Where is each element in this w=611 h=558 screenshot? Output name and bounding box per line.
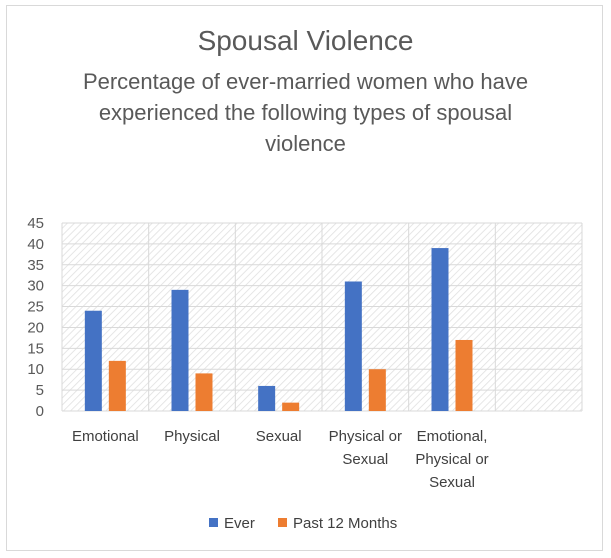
y-tick-label: 10 xyxy=(27,361,44,378)
y-tick-label: 25 xyxy=(27,299,44,316)
legend-label-past-12-months: Past 12 Months xyxy=(293,515,397,532)
x-category-label: Physical or xyxy=(415,451,488,468)
y-tick-label: 15 xyxy=(27,340,44,357)
chart-subtitle: Percentage of ever-married women who hav… xyxy=(82,69,529,156)
bar-past-12-months xyxy=(455,339,473,411)
x-category-label: Emotional, xyxy=(417,428,488,445)
y-tick-label: 30 xyxy=(27,278,44,295)
x-category-label: Sexual xyxy=(429,474,475,491)
y-tick-label: 35 xyxy=(27,257,44,274)
bar-past-12-months xyxy=(368,369,386,411)
bar-ever xyxy=(258,385,276,411)
x-category-label: Physical or xyxy=(329,428,402,445)
bar-past-12-months xyxy=(195,373,213,411)
y-tick-label: 40 xyxy=(27,236,44,253)
bar-ever xyxy=(431,248,449,411)
bar-past-12-months xyxy=(282,402,300,411)
legend-swatch-ever xyxy=(209,518,218,527)
legend-label-ever: Ever xyxy=(224,515,255,532)
bar-past-12-months xyxy=(108,360,126,411)
bar-ever xyxy=(344,281,362,411)
x-category-label: Sexual xyxy=(256,428,302,445)
x-category-label: Emotional xyxy=(72,428,139,445)
y-tick-label: 45 xyxy=(27,215,44,232)
x-category-label: Physical xyxy=(164,428,220,445)
y-tick-label: 5 xyxy=(36,382,44,399)
y-tick-label: 0 xyxy=(36,403,44,420)
bar-ever xyxy=(84,310,102,411)
legend-swatch-past-12-months xyxy=(278,518,287,527)
chart-title: Spousal Violence xyxy=(197,25,414,56)
y-tick-label: 20 xyxy=(27,319,44,336)
bar-ever xyxy=(171,289,189,411)
x-category-label: Sexual xyxy=(342,451,388,468)
